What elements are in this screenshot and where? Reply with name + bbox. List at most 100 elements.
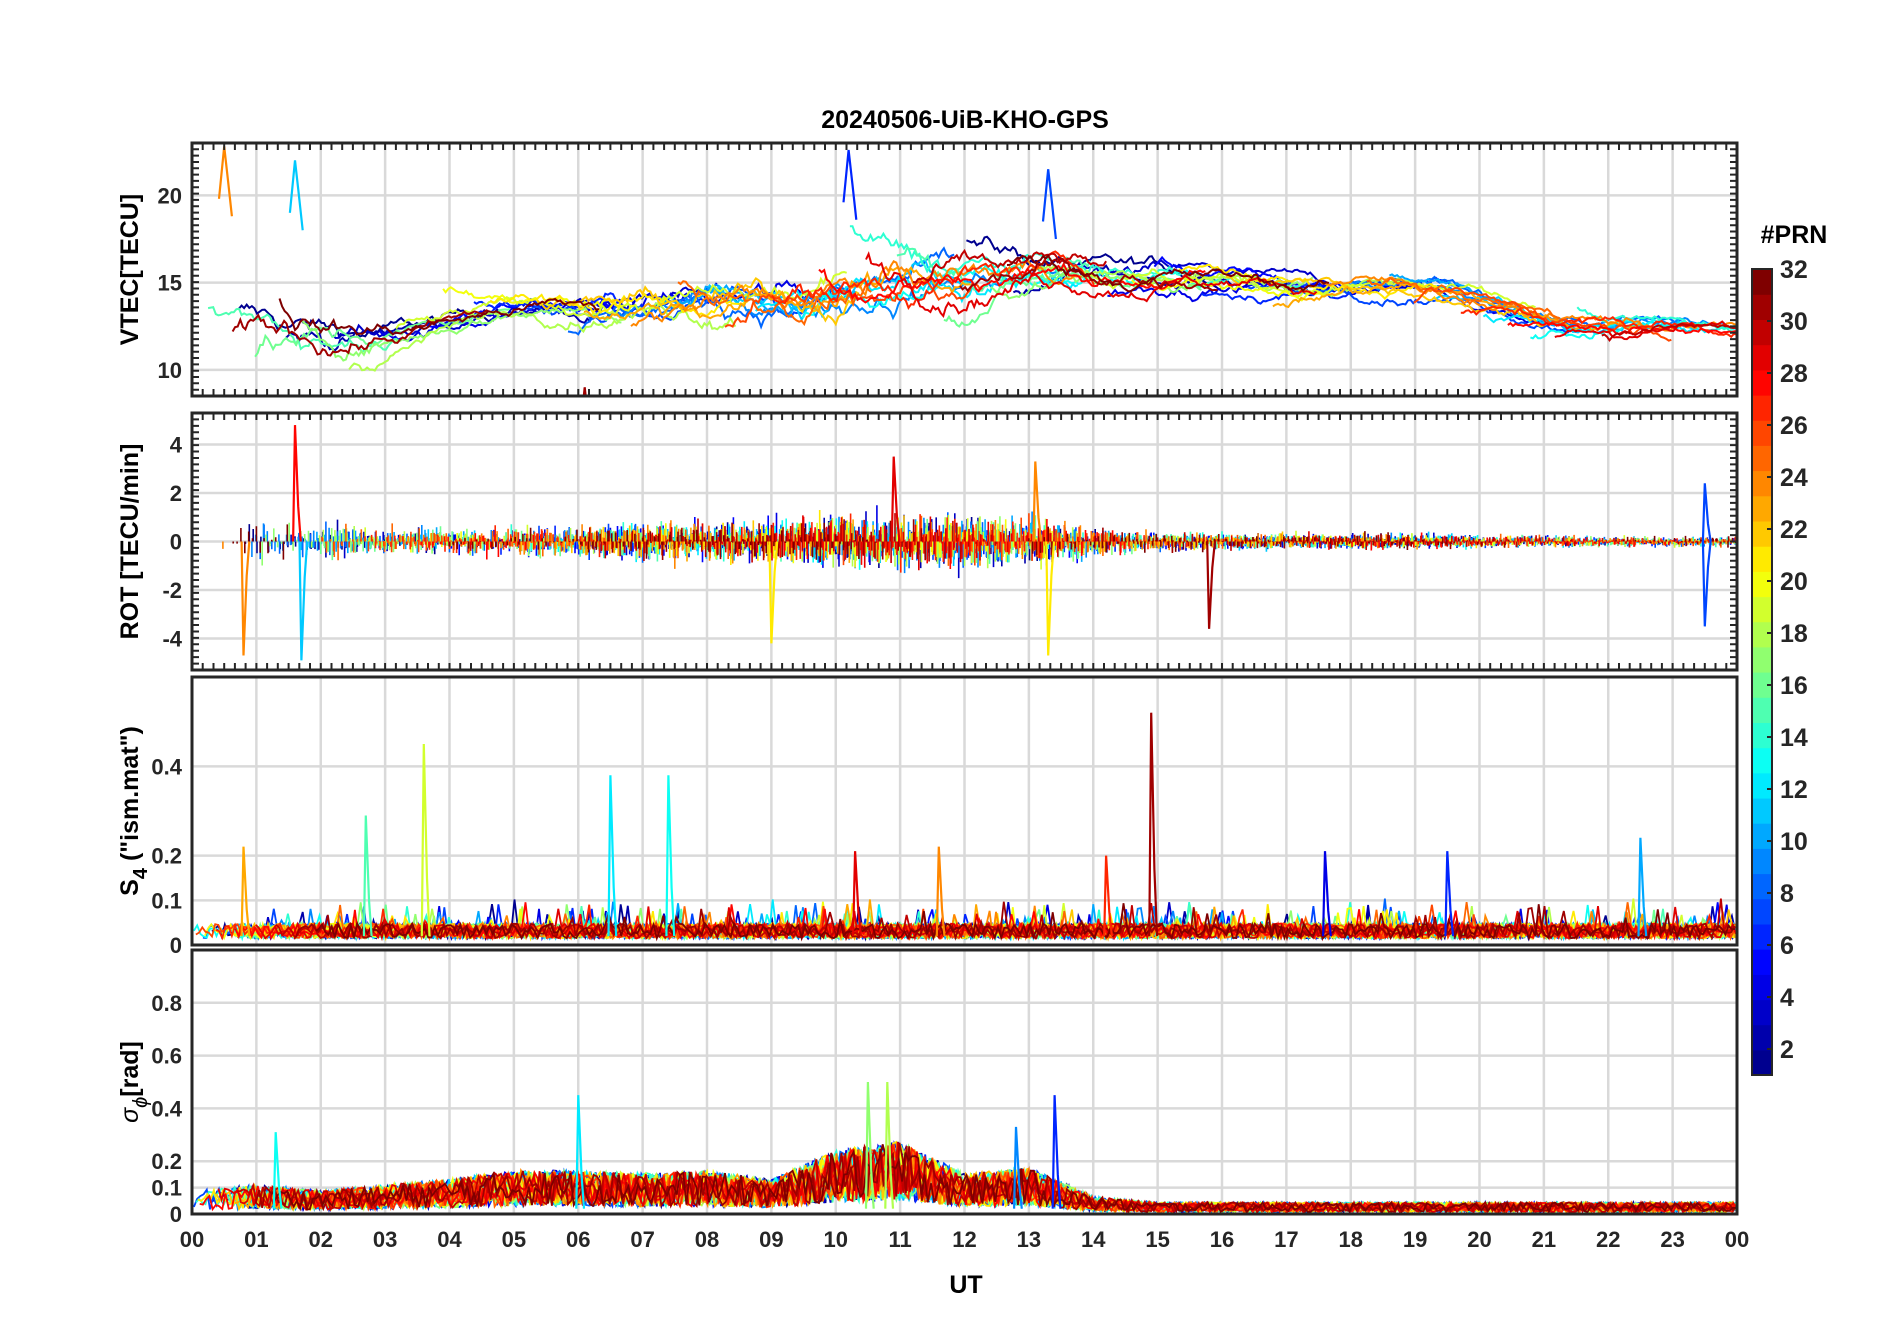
colorbar-band [1752,797,1772,824]
trace-prn-20 [1131,277,1326,302]
y-tick-label: 0 [170,933,182,958]
x-tick-label: 15 [1145,1227,1169,1252]
trace-prn-28 [818,262,1206,304]
trace-prn-32 [232,522,1737,563]
trace-prn-21 [1178,263,1437,301]
peak-mark [890,456,901,542]
trace-prn-12 [1482,313,1737,334]
trace-prn-25 [1366,276,1561,320]
trace-prn-25 [677,280,872,327]
trace-prn-32 [1006,254,1330,293]
peak-mark [935,846,946,937]
colorbar-band [1752,999,1772,1026]
trace-prn-32 [315,903,1736,942]
peak-mark [842,149,858,220]
colorbar-band [1752,697,1772,723]
peak-mark [1148,712,1159,937]
colorbar-band [1752,394,1772,421]
colorbar-tick-label: 10 [1780,828,1808,856]
trace-prn-18 [348,301,737,372]
peak-mark [1041,169,1057,240]
trace-prn-31 [231,308,489,357]
colorbar-band [1752,546,1772,572]
y-tick-label: 0.1 [151,888,182,913]
trace-prn-31 [959,256,1218,293]
colorbar-tick-label: 12 [1780,776,1808,804]
x-tick-label: 18 [1339,1227,1363,1252]
x-tick-label: 05 [502,1227,526,1252]
x-tick-label: 00 [180,1227,204,1252]
peak-mark [884,1081,895,1209]
colorbar-band [1752,445,1772,472]
x-tick-label: 10 [824,1227,848,1252]
peak-mark [420,743,431,937]
peak-mark [217,146,233,217]
x-axis-label: UT [949,1271,982,1299]
minor-ticks [191,142,1738,397]
colorbar-tick-label: 22 [1780,516,1808,544]
traces-s4 [193,898,1737,942]
x-tick-label: 14 [1081,1227,1106,1252]
x-tick-label: 17 [1274,1227,1298,1252]
trace-prn-32 [278,297,600,336]
peak-mark [864,1081,875,1209]
peak-mark [1051,1095,1062,1209]
colorbar-band [1752,949,1772,975]
x-tick-label: 03 [373,1227,397,1252]
peak-mark [272,1132,283,1209]
trace-prn-30 [912,248,1107,284]
y-tick-label: 10 [158,358,182,383]
trace-prn-29 [865,251,1318,319]
y-tick-label: 0.6 [151,1044,182,1069]
peak-mark [288,160,304,231]
colorbar-tick-label: 16 [1780,672,1808,700]
peak-mark [1103,855,1113,937]
peak-mark [240,541,251,656]
trace-prn-30 [1601,322,1736,342]
grid-vtec [190,143,1739,396]
colorbar-band [1752,672,1772,698]
traces-sigma_phi [193,1140,1737,1214]
y-tick-label: 0 [170,530,182,555]
trace-prn-17 [301,306,622,362]
peak-mark [298,541,309,661]
colorbar-band [1752,848,1772,875]
peak-mark [1322,851,1332,937]
colorbar-band [1752,344,1772,371]
y-tick-label: 15 [158,271,182,296]
colorbar-band [1752,873,1772,900]
colorbar-tick-label: 14 [1780,724,1808,752]
y-tick-label: 0.1 [151,1176,182,1201]
peak-mark [362,815,373,937]
trace-prn-32 [273,1144,1736,1214]
y-tick-label: 0.4 [151,1096,182,1121]
y-axis-label: S4 ("ism.mat") [116,726,152,896]
x-tick-label: 11 [888,1227,911,1252]
axes-box [190,675,1739,947]
colorbar-band [1752,898,1772,925]
peak-mark [1032,461,1043,542]
colorbar-tick-label: 32 [1780,256,1808,284]
colorbar-tick-label: 6 [1780,932,1794,960]
y-tick-label: 0.2 [151,1149,182,1174]
colorbar-tick-label: 24 [1780,464,1808,492]
colorbar-band [1752,722,1772,749]
trace-prn-9 [614,267,1067,321]
x-tick-label: 23 [1660,1227,1684,1252]
minor-ticks [191,412,1738,671]
colorbar-tick-label: 2 [1780,1036,1794,1064]
y-tick-label: -2 [162,578,182,603]
colorbar-tick-label: 8 [1780,880,1794,908]
colorbar-band [1752,420,1772,446]
axes-box [190,948,1739,1216]
colorbar-tick-label: 28 [1780,360,1808,388]
peak-mark [665,775,676,937]
colorbar-band [1752,571,1772,598]
x-tick-label: 06 [566,1227,590,1252]
colorbar-band [1752,1024,1772,1051]
colorbar-title: #PRN [1761,221,1828,249]
x-tick-label: 16 [1210,1227,1234,1252]
y-tick-label: 0.2 [151,844,182,869]
